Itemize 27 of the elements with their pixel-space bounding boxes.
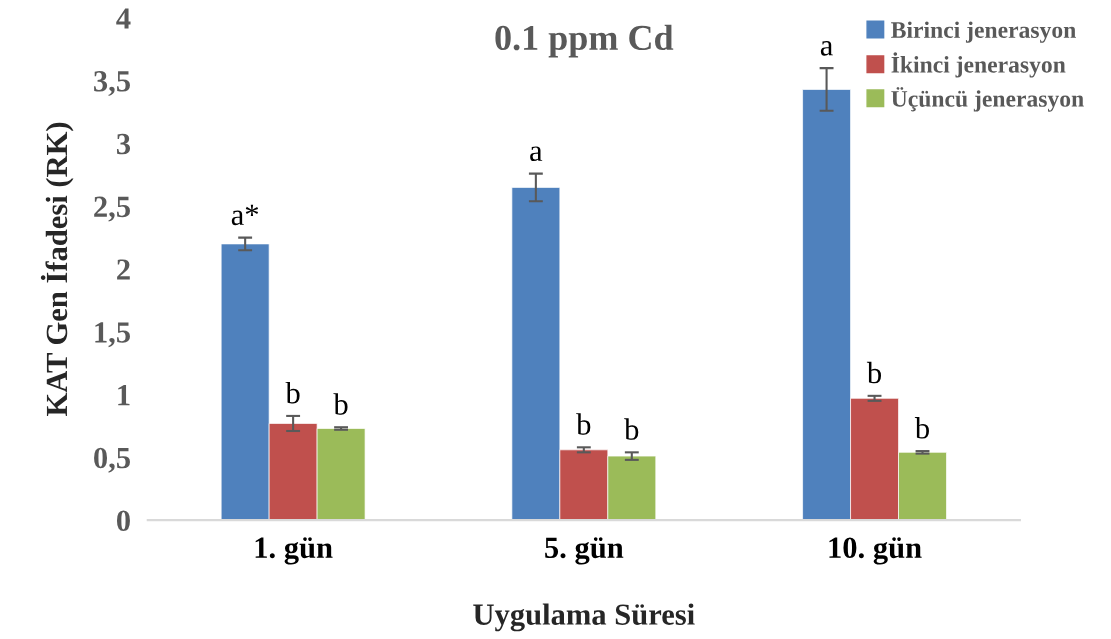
- data-label: b: [624, 418, 639, 440]
- data-label: b: [914, 417, 929, 439]
- data-label: a*: [231, 204, 259, 226]
- y-tick-label: 3,5: [94, 71, 130, 97]
- y-tick-label: 0: [116, 510, 130, 532]
- data-label: a: [820, 40, 833, 56]
- chart-title: 0.1 ppm Cd: [495, 24, 674, 58]
- y-tick-label: 1: [118, 385, 130, 406]
- legend-label: İkinci jenerasyon: [891, 52, 1066, 78]
- x-tick-label: 1. gün: [255, 537, 333, 565]
- y-tick-label: 4: [116, 8, 131, 29]
- y-tick-label: 3: [116, 133, 131, 155]
- y-tick-label: 2: [117, 259, 130, 280]
- legend-label: Üçüncü jenerasyon: [891, 87, 1084, 112]
- data-label: b: [285, 381, 300, 404]
- y-axis-title: KAT Gen İfadesi (RK): [40, 122, 74, 417]
- data-label: b: [576, 413, 591, 435]
- data-label: b: [333, 393, 348, 415]
- y-tick-label: 2,5: [94, 196, 130, 222]
- y-tick-label: 0,5: [94, 447, 130, 473]
- y-tick-label: 1,5: [95, 322, 130, 348]
- data-label: a: [530, 146, 543, 162]
- x-tick-label: 5. gün: [545, 537, 624, 565]
- data-label: b: [866, 361, 882, 384]
- legend-label: Birinci jenerasyon: [891, 21, 1076, 43]
- x-axis-title: Uygulama Süresi: [473, 603, 695, 632]
- x-tick-label: 10. gün: [829, 537, 922, 565]
